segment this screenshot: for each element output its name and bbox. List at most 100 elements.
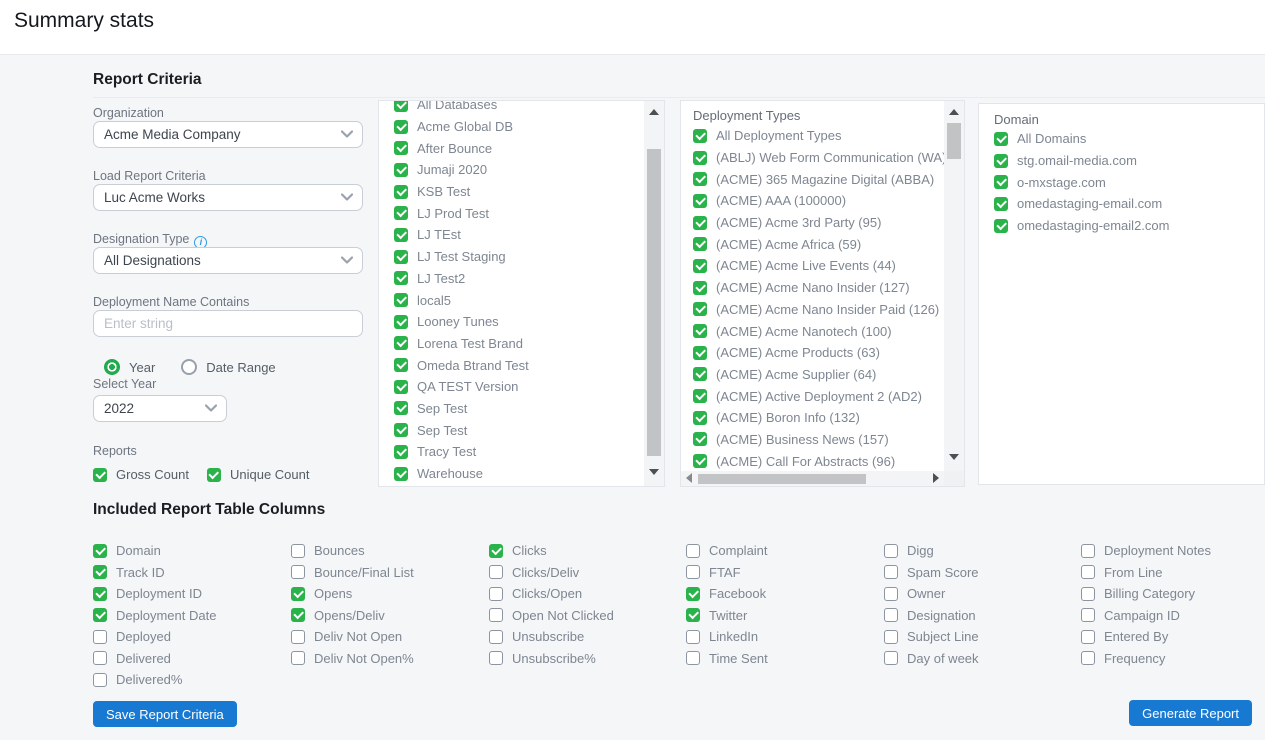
deployment-type-item[interactable]: (ACME) Call For Abstracts (96) xyxy=(693,450,942,472)
checkbox-unchecked[interactable] xyxy=(291,543,305,558)
column-option[interactable]: Domain xyxy=(93,540,216,562)
load-report-criteria-select[interactable]: Luc Acme Works xyxy=(93,184,363,211)
checkbox-unchecked[interactable] xyxy=(884,651,898,666)
database-item[interactable]: Omeda Btrand Test xyxy=(394,354,642,376)
checkbox-checked[interactable] xyxy=(693,237,707,252)
checkbox-checked[interactable] xyxy=(394,271,408,286)
checkbox-unchecked[interactable] xyxy=(1081,629,1095,644)
column-option[interactable]: Deliv Not Open% xyxy=(291,648,414,670)
checkbox-checked[interactable] xyxy=(693,367,707,382)
checkbox-unchecked[interactable] xyxy=(686,629,700,644)
checkbox-checked[interactable] xyxy=(693,302,707,317)
deployment-type-item[interactable]: (ACME) Acme Africa (59) xyxy=(693,233,942,255)
radio-option[interactable]: Year xyxy=(104,359,155,375)
checkbox-checked[interactable] xyxy=(93,565,107,580)
column-option[interactable]: Bounce/Final List xyxy=(291,562,414,584)
deployment-type-item[interactable]: (ABLJ) Web Form Communication (WA) xyxy=(693,147,946,169)
column-option[interactable]: Deployment ID xyxy=(93,583,216,605)
checkbox-checked[interactable] xyxy=(394,466,408,481)
checkbox-unchecked[interactable] xyxy=(1081,565,1095,580)
checkbox-unchecked[interactable] xyxy=(686,565,700,580)
checkbox-checked[interactable] xyxy=(693,172,707,187)
checkbox-checked[interactable] xyxy=(394,119,408,134)
column-option[interactable]: Facebook xyxy=(686,583,768,605)
deployment-type-item[interactable]: (ACME) AAA (100000) xyxy=(693,190,942,212)
checkbox-checked[interactable] xyxy=(489,543,503,558)
checkbox-checked[interactable] xyxy=(994,175,1008,190)
checkbox-unchecked[interactable] xyxy=(489,608,503,623)
checkbox-checked[interactable] xyxy=(686,608,700,623)
radio-option[interactable]: Date Range xyxy=(181,359,276,375)
checkbox-checked[interactable] xyxy=(206,467,221,482)
checkbox-unchecked[interactable] xyxy=(1081,543,1095,558)
scrollbar-up-arrow-icon[interactable] xyxy=(648,109,659,115)
deployment-type-item[interactable]: (ACME) Active Deployment 2 (AD2) xyxy=(693,385,942,407)
select-year-select[interactable]: 2022 xyxy=(93,395,227,422)
checkbox-checked[interactable] xyxy=(394,101,408,112)
checkbox-checked[interactable] xyxy=(994,131,1008,146)
database-item[interactable]: LJ Prod Test xyxy=(394,202,642,224)
deployment-type-item[interactable]: (ACME) Acme Live Events (44) xyxy=(693,255,942,277)
domain-item[interactable]: All Domains xyxy=(994,128,1254,150)
radio-unselected[interactable] xyxy=(181,359,198,375)
checkbox-checked[interactable] xyxy=(394,401,408,416)
column-option[interactable]: Track ID xyxy=(93,562,216,584)
checkbox-checked[interactable] xyxy=(693,389,707,404)
checkbox-checked[interactable] xyxy=(693,324,707,339)
checkbox-unchecked[interactable] xyxy=(884,629,898,644)
scrollbar-thumb[interactable] xyxy=(947,123,961,159)
scrollbar-down-arrow-icon[interactable] xyxy=(648,469,659,475)
column-option[interactable]: From Line xyxy=(1081,562,1211,584)
checkbox-unchecked[interactable] xyxy=(489,565,503,580)
database-item[interactable]: Jumaji 2020 xyxy=(394,159,642,181)
column-option[interactable]: Unsubscribe xyxy=(489,626,614,648)
column-option[interactable]: Delivered xyxy=(93,648,216,670)
database-item[interactable]: All Databases xyxy=(394,101,642,116)
radio-selected[interactable] xyxy=(104,359,120,375)
database-item[interactable]: Sep Test xyxy=(394,419,642,441)
checkbox-checked[interactable] xyxy=(394,314,408,329)
deployment-type-item[interactable]: All Deployment Types xyxy=(693,125,942,147)
database-item[interactable]: Warehouse xyxy=(394,463,642,485)
scrollbar-thumb[interactable] xyxy=(698,473,866,484)
checkbox-checked[interactable] xyxy=(394,206,408,221)
checkbox-checked[interactable] xyxy=(994,196,1008,211)
checkbox-unchecked[interactable] xyxy=(1081,651,1095,666)
domain-item[interactable]: o-mxstage.com xyxy=(994,171,1254,193)
checkbox-checked[interactable] xyxy=(693,432,707,447)
deployment-type-item[interactable]: (ACME) Acme Products (63) xyxy=(693,342,942,364)
checkbox-unchecked[interactable] xyxy=(93,672,107,687)
column-option[interactable]: Deployed xyxy=(93,626,216,648)
column-option[interactable]: Clicks xyxy=(489,540,614,562)
scrollbar-up-arrow-icon[interactable] xyxy=(948,109,959,115)
column-option[interactable]: Frequency xyxy=(1081,648,1211,670)
checkbox-unchecked[interactable] xyxy=(489,651,503,666)
checkbox-checked[interactable] xyxy=(693,258,707,273)
database-item[interactable]: LJ TEst xyxy=(394,224,642,246)
deployment-type-item[interactable]: (ACME) Acme 3rd Party (95) xyxy=(693,212,942,234)
checkbox-unchecked[interactable] xyxy=(93,651,107,666)
deployment-type-item[interactable]: (ACME) Business News (157) xyxy=(693,429,942,451)
checkbox-unchecked[interactable] xyxy=(686,543,700,558)
checkbox-checked[interactable] xyxy=(693,454,707,469)
database-item[interactable]: QA TEST Version xyxy=(394,376,642,398)
domain-item[interactable]: stg.omail-media.com xyxy=(994,150,1254,172)
checkbox-unchecked[interactable] xyxy=(291,651,305,666)
column-option[interactable]: Clicks/Deliv xyxy=(489,562,614,584)
column-option[interactable]: Unsubscribe% xyxy=(489,648,614,670)
scrollbar-thumb[interactable] xyxy=(647,149,661,456)
column-option[interactable]: Day of week xyxy=(884,648,979,670)
database-item[interactable]: Looney Tunes xyxy=(394,311,642,333)
column-option[interactable]: Deployment Notes xyxy=(1081,540,1211,562)
generate-report-button[interactable]: Generate Report xyxy=(1129,700,1252,726)
scrollbar-right-arrow-icon[interactable] xyxy=(933,473,939,483)
deployment-name-input[interactable] xyxy=(93,310,363,337)
database-item[interactable]: After Bounce xyxy=(394,137,642,159)
deployment-type-item[interactable]: (ACME) Acme Supplier (64) xyxy=(693,364,942,386)
column-option[interactable]: Complaint xyxy=(686,540,768,562)
checkbox-unchecked[interactable] xyxy=(884,608,898,623)
database-item[interactable]: KSB Test xyxy=(394,181,642,203)
checkbox-checked[interactable] xyxy=(693,150,707,165)
deployment-types-vscrollbar[interactable] xyxy=(944,101,964,471)
checkbox-checked[interactable] xyxy=(686,586,700,601)
